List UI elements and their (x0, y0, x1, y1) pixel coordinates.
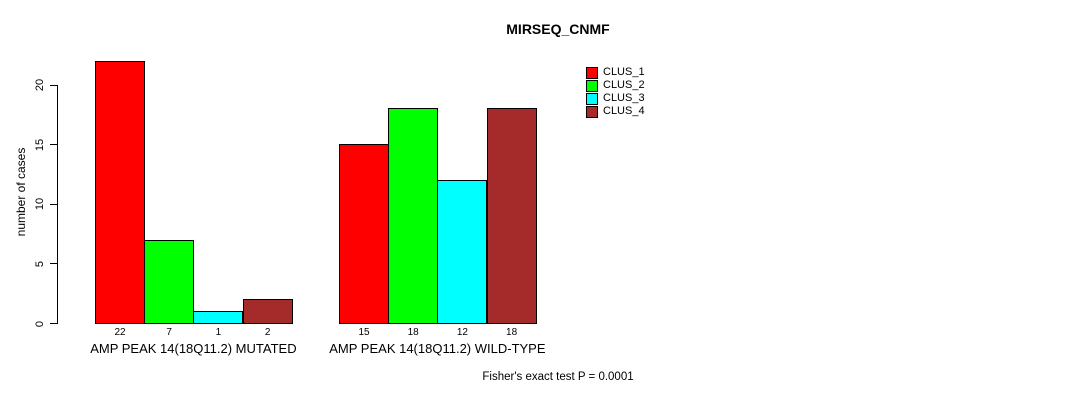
bar-value-label: 18 (506, 327, 518, 338)
y-axis-tick (50, 263, 57, 265)
legend-label: CLUS_2 (603, 79, 645, 91)
legend-item: CLUS_1 (586, 66, 645, 79)
bar-value-label: 22 (114, 327, 126, 338)
stat-test-label: Fisher's exact test P = 0.0001 (482, 371, 634, 383)
legend-label: CLUS_4 (603, 105, 645, 117)
y-axis-tick (50, 203, 57, 205)
bar-value-label: 2 (264, 327, 271, 338)
bar (486, 108, 537, 324)
y-axis-tick (50, 323, 57, 324)
bar (144, 239, 195, 324)
chart-title: MIRSEQ_CNMF (506, 21, 610, 37)
legend-label: CLUS_1 (603, 66, 645, 78)
y-axis-tick (50, 144, 57, 146)
legend: CLUS_1 CLUS_2 CLUS_3 CLUS_4 (586, 66, 645, 118)
legend-swatch (586, 66, 598, 79)
bar (339, 144, 389, 324)
y-axis-tick-label: 20 (34, 78, 46, 92)
bar (95, 60, 145, 324)
bar-value-label: 1 (215, 327, 222, 338)
legend-swatch (586, 79, 598, 92)
bar-value-label: 12 (456, 327, 468, 338)
legend-swatch (586, 105, 598, 118)
y-axis-line (57, 85, 58, 324)
group-label: AMP PEAK 14(18Q11.2) WILD-TYPE (329, 341, 546, 356)
bar-value-label: 7 (166, 327, 172, 338)
y-axis-tick (50, 84, 57, 86)
y-axis-tick-label: 10 (34, 198, 46, 211)
group-label: AMP PEAK 14(18Q11.2) MUTATED (90, 341, 297, 356)
bar (388, 108, 439, 324)
y-axis-tick-label: 0 (34, 320, 46, 327)
y-axis-tick-label: 5 (34, 260, 46, 267)
legend-item: CLUS_4 (586, 105, 645, 118)
legend-label: CLUS_3 (603, 92, 645, 104)
y-axis-tick-label: 15 (34, 138, 46, 151)
legend-item: CLUS_3 (586, 92, 645, 105)
bar (242, 299, 293, 324)
bar-value-label: 15 (358, 327, 370, 338)
y-axis-label: number of cases (14, 147, 28, 237)
bar (193, 311, 244, 324)
bar-value-label: 18 (407, 327, 419, 338)
legend-swatch (586, 92, 598, 105)
bar (437, 179, 488, 324)
legend-item: CLUS_2 (586, 79, 645, 92)
